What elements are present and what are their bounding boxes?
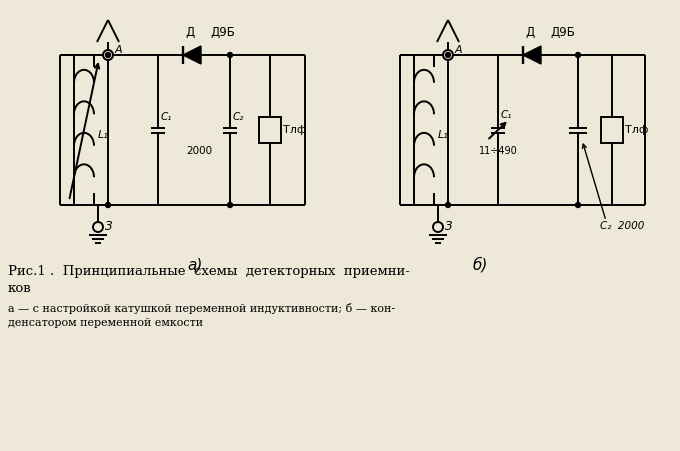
Text: C₂  2000: C₂ 2000 xyxy=(600,221,645,231)
Text: З: З xyxy=(105,221,112,234)
Circle shape xyxy=(575,52,581,57)
Text: Тлф: Тлф xyxy=(625,125,648,135)
Text: б): б) xyxy=(473,257,488,273)
Text: а — с настройкой катушкой переменной индуктивности; б — кон-: а — с настройкой катушкой переменной инд… xyxy=(8,303,395,314)
Text: З: З xyxy=(445,221,452,234)
Circle shape xyxy=(93,222,103,232)
Text: а): а) xyxy=(187,257,203,272)
Text: 2000: 2000 xyxy=(186,146,212,156)
Circle shape xyxy=(433,222,443,232)
Text: L₁: L₁ xyxy=(98,130,109,140)
Text: Д9Б: Д9Б xyxy=(550,26,575,39)
Text: Д9Б: Д9Б xyxy=(210,26,235,39)
Circle shape xyxy=(443,50,453,60)
Text: C₁: C₁ xyxy=(161,112,172,122)
Text: А: А xyxy=(455,45,462,55)
Text: А: А xyxy=(115,45,122,55)
Circle shape xyxy=(445,202,450,207)
Polygon shape xyxy=(183,46,201,64)
Circle shape xyxy=(228,202,233,207)
Text: 11÷490: 11÷490 xyxy=(479,146,517,156)
Text: Рис.1 .  Принципиальные  схемы  детекторных  приемни-: Рис.1 . Принципиальные схемы детекторных… xyxy=(8,265,410,278)
Text: денсатором переменной емкости: денсатором переменной емкости xyxy=(8,318,203,328)
Bar xyxy=(601,117,623,143)
Circle shape xyxy=(105,52,110,57)
Text: Тлф: Тлф xyxy=(283,125,307,135)
Circle shape xyxy=(228,52,233,57)
Text: Д: Д xyxy=(526,26,534,39)
Text: Д: Д xyxy=(186,26,194,39)
Bar xyxy=(259,117,281,143)
Circle shape xyxy=(445,52,450,57)
Circle shape xyxy=(575,202,581,207)
Polygon shape xyxy=(523,46,541,64)
Text: C₂: C₂ xyxy=(233,112,244,122)
Circle shape xyxy=(103,50,113,60)
Text: ков: ков xyxy=(8,282,32,295)
Text: C₁: C₁ xyxy=(501,110,512,120)
Text: L₁: L₁ xyxy=(438,130,449,140)
Circle shape xyxy=(105,202,110,207)
